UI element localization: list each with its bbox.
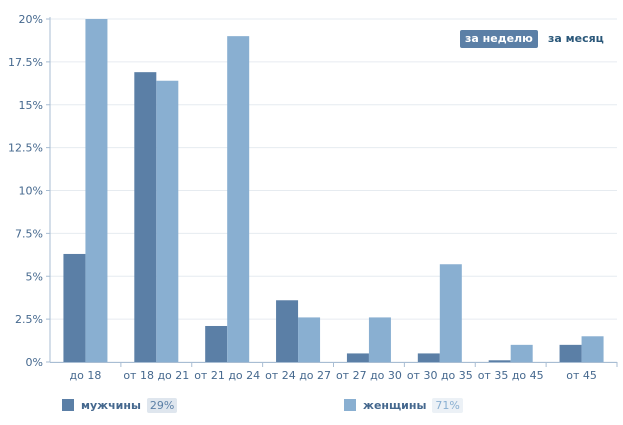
legend-percent-men: 29% — [146, 397, 178, 413]
y-tick-label: 12.5% — [8, 142, 43, 155]
bar — [205, 325, 228, 362]
bar — [510, 344, 533, 362]
x-tick-label: от 45 — [566, 369, 597, 382]
y-tick-label: 7.5% — [15, 227, 43, 240]
bar — [368, 317, 391, 362]
y-tick-label: 0% — [26, 356, 43, 369]
x-axis: до 18 от 18 до 21 от 21 до 24 от 24 до 27 от… — [50, 362, 618, 382]
bar — [559, 344, 582, 362]
bar — [276, 300, 299, 362]
legend-item-men: мужчины 29% — [62, 397, 178, 413]
x-tick-label: от 24 до 27 — [265, 369, 331, 382]
legend-item-women: женщины 71% — [344, 397, 463, 413]
x-tick-label: от 21 до 24 — [194, 369, 260, 382]
y-tick-label: 5% — [26, 270, 43, 283]
y-tick-label: 10% — [19, 185, 43, 198]
y-axis: 0% 2.5% 5% 7.5% 10% 12.5% 15% 17.5% 20% — [8, 13, 51, 369]
period-month-button[interactable]: за месяц — [548, 32, 604, 45]
bar — [134, 72, 157, 362]
bar — [227, 36, 250, 363]
legend-swatch-women — [344, 399, 356, 411]
y-tick-label: 2.5% — [15, 313, 43, 326]
bar — [581, 336, 604, 362]
bar — [439, 264, 462, 362]
legend-label-men: мужчины — [81, 398, 141, 412]
legend-swatch-men — [62, 399, 74, 411]
bar-chart: 0% 2.5% 5% 7.5% 10% 12.5% 15% 17.5% 20% до 18 от … — [8, 13, 618, 382]
bar — [346, 353, 369, 362]
x-tick-label: от 27 до 30 — [336, 369, 402, 382]
x-tick-label: от 30 до 35 — [407, 369, 473, 382]
bar — [63, 253, 86, 362]
bars — [63, 19, 604, 363]
bar — [85, 19, 108, 362]
bar — [417, 353, 440, 362]
y-tick-label: 17.5% — [8, 56, 43, 69]
legend-label-women: женщины — [363, 398, 427, 412]
bar — [156, 80, 179, 363]
y-tick-label: 15% — [19, 99, 43, 112]
x-tick-label: от 18 до 21 — [123, 369, 189, 382]
bar — [298, 317, 321, 362]
x-tick-label: от 35 до 45 — [478, 369, 544, 382]
y-tick-label: 20% — [19, 13, 43, 26]
period-week-button[interactable]: за неделю — [460, 30, 538, 48]
x-tick-label: до 18 — [70, 369, 102, 382]
legend-percent-women: 71% — [432, 397, 463, 413]
bar — [488, 360, 511, 362]
